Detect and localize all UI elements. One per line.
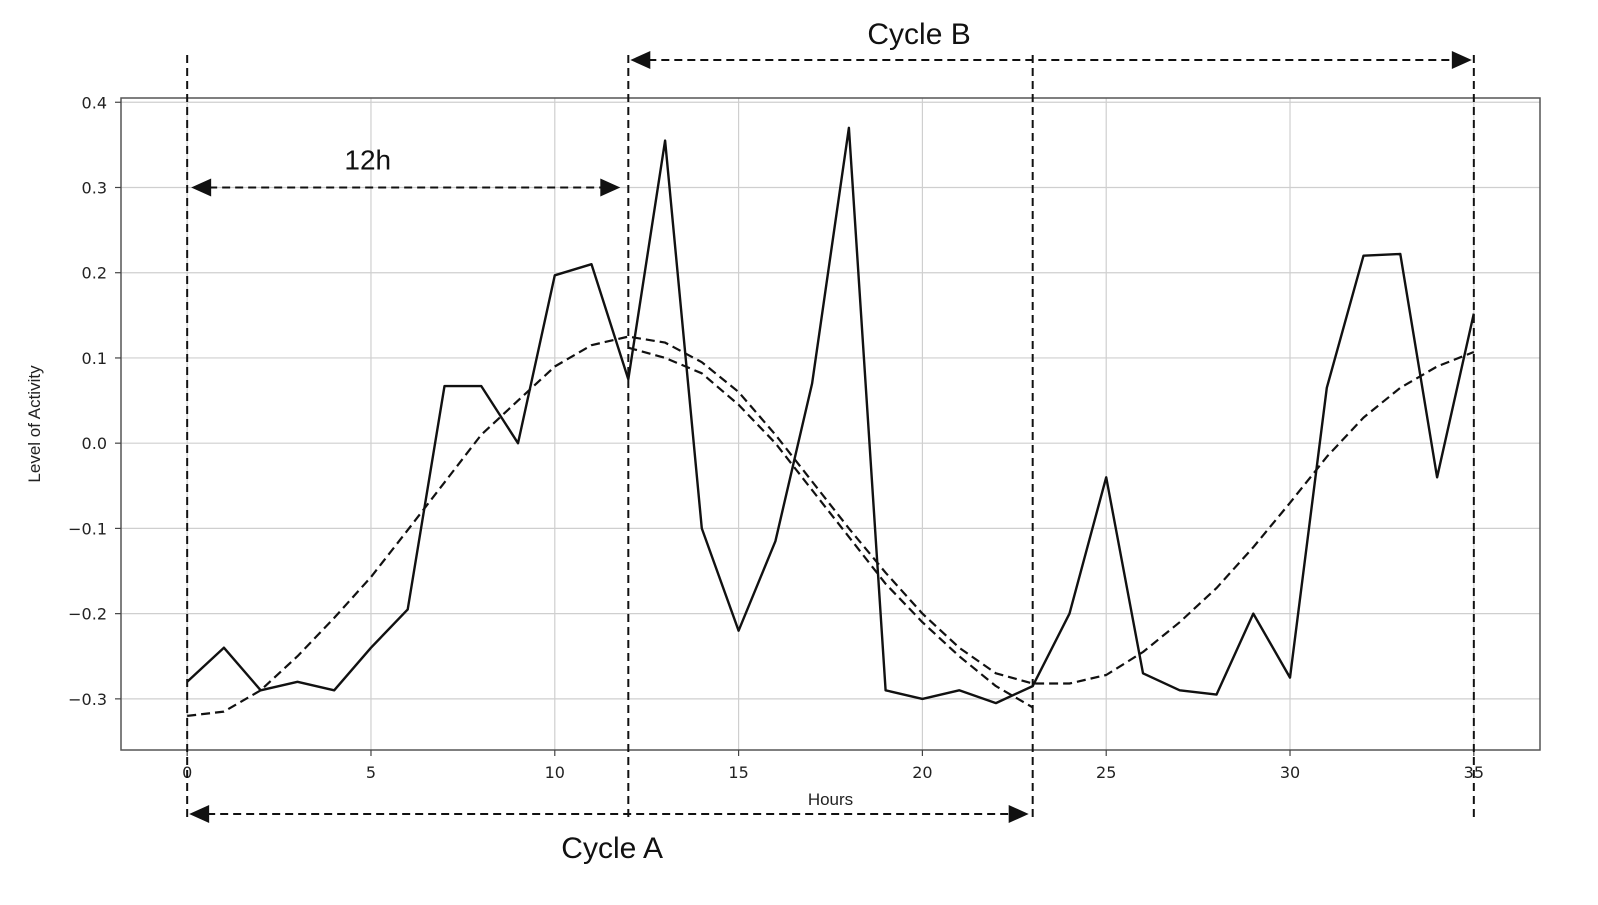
annotation-label: Cycle A [561,832,663,865]
arrow-head [630,51,651,69]
y-tick-label: −0.3 [68,690,107,709]
plot-frame [120,97,1541,751]
arrow-head [189,805,210,823]
x-tick-label: 20 [912,763,932,782]
annotation-label: 12h [344,144,391,175]
series-line-3 [628,346,1034,709]
y-tick-label: −0.1 [68,519,107,538]
arrow-head [191,178,212,197]
annotations: 12h Cycle B Cycle A [189,18,1472,865]
x-tick-label: 10 [545,763,565,782]
grid [121,98,1540,750]
y-tick-label: 0.4 [82,93,107,112]
x-tick-label: 5 [366,763,376,782]
arrow-head [1008,805,1029,823]
arrow-head [600,178,621,197]
ticks: 051015202530350.40.30.20.10.0−0.1−0.2−0.… [68,93,1484,782]
arrow-head [1451,51,1472,69]
x-tick-label: 25 [1096,763,1116,782]
cycle-boundaries [186,55,1475,818]
y-tick-label: 0.0 [82,434,107,453]
y-axis-label: Level of Activity [25,365,44,483]
x-axis-label: Hours [808,790,853,809]
x-tick-label: 30 [1280,763,1300,782]
x-tick-label: 15 [728,763,748,782]
series-group [186,126,1475,717]
annotation-label: Cycle B [867,18,970,51]
series-line-2 [187,335,1475,717]
series-line-1 [186,126,1475,705]
y-tick-label: 0.2 [82,264,107,283]
y-tick-label: 0.1 [82,349,107,368]
y-tick-label: 0.3 [82,178,107,197]
y-tick-label: −0.2 [68,605,107,624]
